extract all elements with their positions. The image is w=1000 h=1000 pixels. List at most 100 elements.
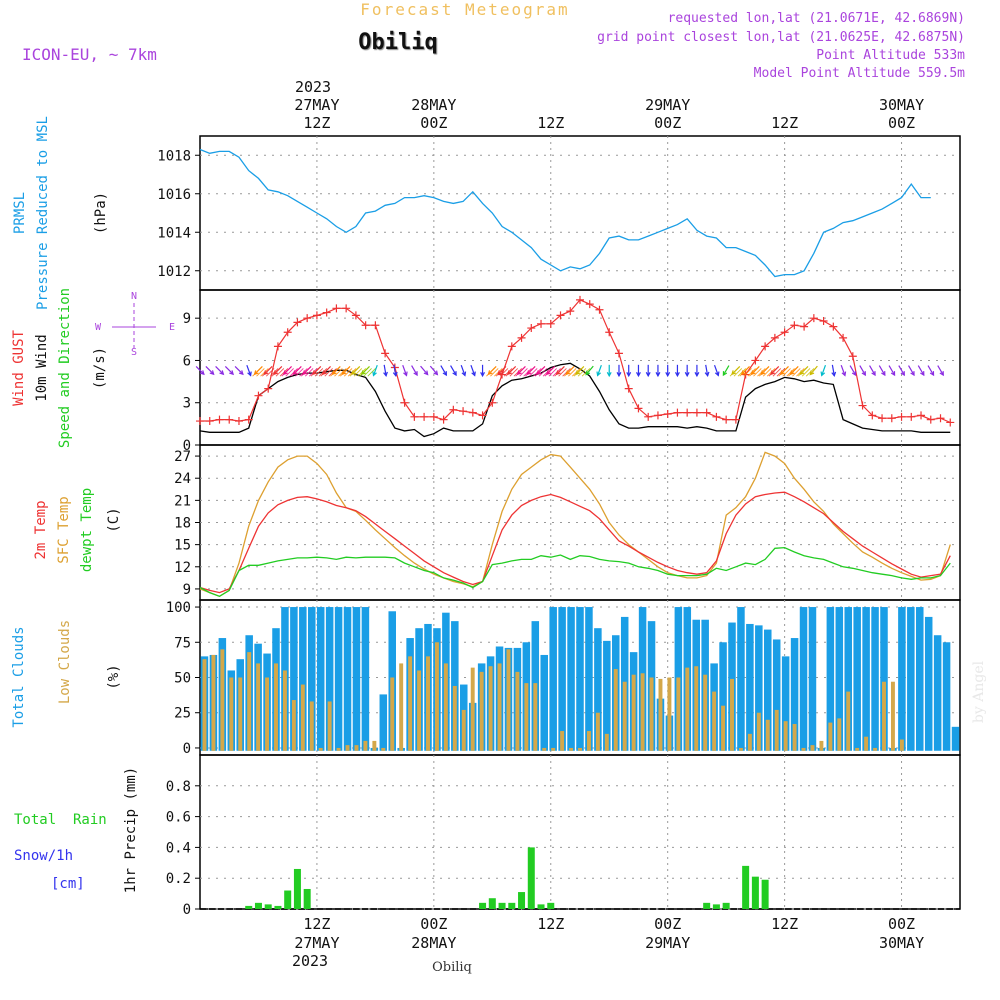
- wind-arrow: [859, 365, 866, 377]
- gust-marker: [420, 412, 429, 421]
- gust-marker: [770, 333, 779, 342]
- bottom-date-label: 27MAY: [294, 934, 339, 952]
- wind10m-label: 10m Wind: [34, 334, 50, 401]
- gust-marker: [614, 349, 623, 358]
- year-top: 2023: [295, 78, 331, 96]
- low-cloud-bar: [274, 663, 278, 751]
- wind-arrow-hatch: [529, 368, 538, 377]
- top-date-label: 27MAY: [294, 96, 339, 114]
- wind-arrow-hatch: [499, 368, 509, 377]
- wind-arrow: [684, 364, 690, 378]
- wind-arrow-hatch: [577, 368, 587, 377]
- top-hour-label: 00Z: [420, 114, 447, 132]
- total-cloud-bar: [907, 607, 915, 751]
- wind-arrow: [937, 365, 944, 377]
- wind-arrow-hatch: [564, 368, 573, 377]
- rain-bar: [303, 888, 311, 909]
- wind-arrow: [758, 366, 776, 377]
- low-cloud-bar: [595, 712, 600, 751]
- wind-arrow-shaft: [917, 365, 925, 376]
- total-cloud-bar: [549, 607, 557, 751]
- rain-bar: [254, 902, 262, 909]
- gust-marker: [537, 319, 546, 328]
- wind-arrow-shaft: [713, 364, 719, 376]
- bottom-hour-label: 00Z: [888, 915, 915, 933]
- temp-ytick-label: 18: [174, 516, 191, 532]
- low-cloud-bar: [542, 747, 547, 751]
- wind-arrow: [505, 366, 523, 377]
- total-cloud-bar: [898, 607, 906, 751]
- wind-arrow-head: [910, 371, 915, 377]
- gust-marker: [800, 322, 809, 331]
- wind-arrow-shaft: [224, 366, 234, 375]
- rain-bar: [479, 902, 487, 909]
- wind-arrow: [573, 366, 591, 377]
- wind-arrow-hatch: [256, 368, 265, 377]
- prmsl-label: PRMSL: [12, 192, 28, 234]
- wind-arrow: [768, 366, 786, 377]
- rain-bar: [722, 902, 730, 909]
- wind-arrow-head: [442, 371, 447, 377]
- wind-arrow-hatch: [805, 368, 815, 377]
- wind-arrow-hatch: [548, 368, 557, 377]
- wind-arrow-shaft: [937, 365, 944, 376]
- wind-arrow-shaft: [859, 365, 866, 376]
- wind-arrow: [645, 364, 651, 378]
- wind-arrow: [411, 365, 418, 377]
- total-cloud-bar: [719, 642, 727, 751]
- wind-arrow: [234, 366, 244, 376]
- gust-marker: [371, 321, 380, 330]
- wind-arrow-head: [471, 371, 476, 377]
- wind-ytick-label: 3: [183, 396, 191, 412]
- gust-marker: [439, 415, 448, 424]
- bottom-hour-label: 12Z: [771, 915, 798, 933]
- wind-arrow-shaft: [246, 364, 252, 376]
- wind-arrow-hatch: [363, 368, 372, 377]
- wind-arrow: [224, 366, 235, 376]
- wind-arrow-shaft: [908, 365, 915, 376]
- low-cloud-bar: [604, 733, 609, 751]
- gust-label: Wind GUST: [11, 330, 27, 406]
- gust-marker: [381, 349, 390, 358]
- wind-arrow-hatch: [310, 368, 320, 377]
- temp2m-label: 2m Temp: [33, 500, 49, 559]
- wind-arrow: [888, 365, 896, 377]
- gust-marker: [702, 408, 711, 417]
- total-cloud-bar: [790, 638, 799, 751]
- wind-arrow: [330, 366, 347, 377]
- wind-arrow: [704, 364, 710, 377]
- gust-marker: [303, 314, 312, 323]
- gust-marker: [517, 333, 526, 342]
- wind-arrow-hatch: [788, 368, 797, 377]
- wind-arrow-shaft: [722, 365, 730, 376]
- low-cloud-bar: [434, 642, 439, 751]
- wind-arrow: [440, 365, 447, 377]
- rain-bar: [703, 902, 711, 909]
- low-cloud-bar: [801, 747, 806, 751]
- temp-ytick-label: 9: [183, 582, 191, 598]
- total-cloud-bar: [379, 694, 388, 751]
- wind-arrow-hatch: [758, 368, 768, 377]
- total-cloud-bar: [343, 607, 352, 751]
- low-cloud-bar: [846, 691, 851, 751]
- wind-arrow: [515, 366, 532, 377]
- low-cloud-bar: [238, 677, 243, 751]
- wind-arrow: [564, 366, 581, 377]
- gust-marker: [459, 407, 468, 416]
- gust-marker: [780, 328, 789, 337]
- wind-arrow-shaft: [927, 365, 935, 376]
- gust-marker: [819, 317, 828, 325]
- gust-marker: [731, 415, 740, 424]
- wind-arrow-head: [480, 372, 486, 378]
- wind-arrow-head: [694, 372, 700, 378]
- wind-arrow-head: [722, 371, 728, 377]
- wind-arrow-shaft: [195, 366, 205, 375]
- wind-arrow: [694, 364, 700, 378]
- gust-marker: [605, 328, 614, 337]
- wind-arrow-shaft: [440, 365, 447, 376]
- wind-arrow-hatch: [544, 368, 553, 377]
- precip-ytick-label: 0.8: [166, 779, 191, 795]
- low-cloud-bar: [828, 722, 833, 751]
